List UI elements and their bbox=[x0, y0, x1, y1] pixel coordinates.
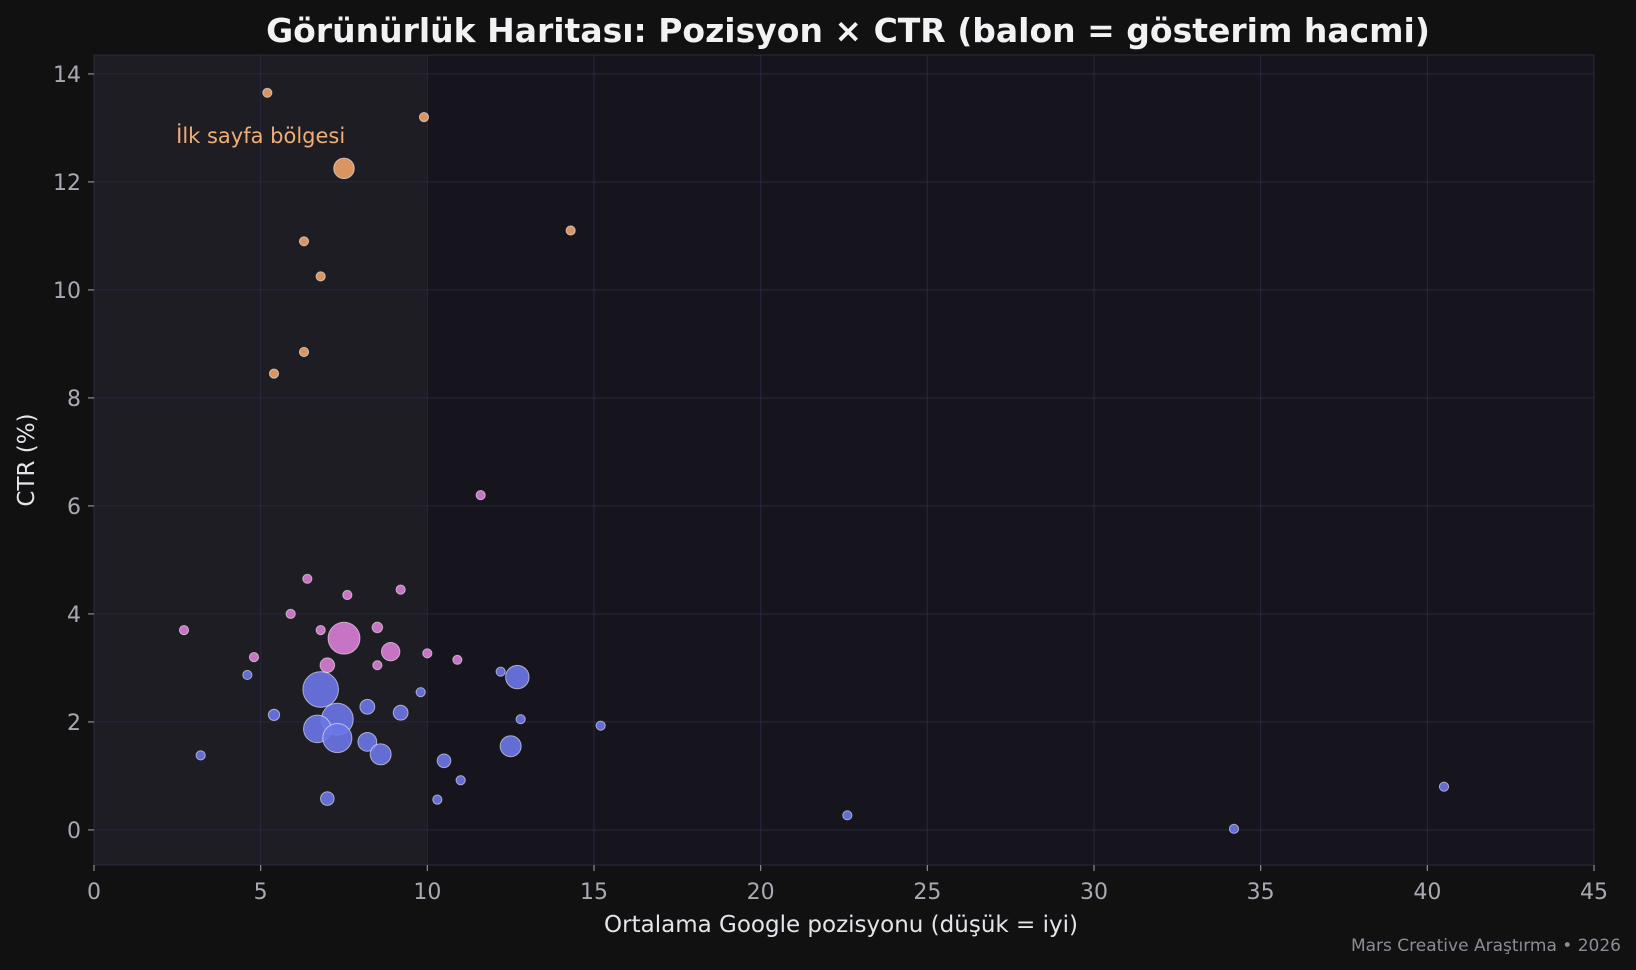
data-point-pink bbox=[452, 654, 463, 665]
data-point-blue bbox=[369, 743, 392, 766]
data-point-blue bbox=[322, 723, 353, 754]
y-tick-label: 0 bbox=[67, 819, 81, 844]
x-tick-label: 35 bbox=[1247, 880, 1275, 905]
y-tick-label: 6 bbox=[67, 495, 81, 520]
data-point-blue bbox=[515, 714, 526, 725]
data-point-pink bbox=[342, 589, 353, 601]
y-axis-ticks: 0 2 4 6 8 10 12 14 bbox=[53, 63, 94, 844]
x-axis-label: Ortalama Google pozisyonu (düşük = iyi) bbox=[604, 912, 1078, 938]
x-tick-label: 40 bbox=[1413, 880, 1441, 905]
data-point-pink bbox=[422, 648, 433, 659]
data-point-orange bbox=[298, 236, 310, 247]
data-point-blue bbox=[842, 810, 853, 821]
data-point-blue bbox=[495, 666, 506, 677]
data-point-pink bbox=[178, 625, 190, 636]
data-point-pink bbox=[371, 621, 384, 634]
data-point-blue bbox=[436, 753, 452, 769]
data-point-blue bbox=[595, 720, 606, 731]
data-point-blue bbox=[455, 775, 466, 786]
credit-note: Mars Creative Araştırma • 2026 bbox=[1351, 936, 1621, 956]
data-point-orange bbox=[262, 87, 273, 98]
y-tick-label: 10 bbox=[53, 279, 81, 304]
data-point-blue bbox=[1228, 823, 1240, 834]
data-point-blue bbox=[359, 698, 376, 715]
data-point-pink bbox=[327, 621, 361, 655]
region-annotation: İlk sayfa bölgesi bbox=[176, 123, 345, 148]
y-tick-label: 8 bbox=[67, 387, 81, 412]
data-point-blue bbox=[357, 731, 378, 752]
y-axis-label: CTR (%) bbox=[14, 413, 40, 506]
data-point-pink bbox=[395, 584, 406, 595]
data-point-pink bbox=[372, 660, 383, 671]
data-point-blue bbox=[392, 704, 409, 721]
x-tick-label: 10 bbox=[413, 880, 441, 905]
data-point-pink bbox=[380, 642, 401, 662]
data-point-orange bbox=[418, 112, 430, 123]
data-point-pink bbox=[315, 625, 326, 636]
data-point-orange bbox=[298, 346, 310, 358]
plot-frame bbox=[93, 54, 1595, 866]
data-point-orange bbox=[268, 368, 280, 379]
x-tick-label: 15 bbox=[580, 880, 608, 905]
data-point-pink bbox=[302, 573, 313, 584]
data-point-blue bbox=[432, 794, 443, 805]
y-tick-label: 4 bbox=[67, 603, 81, 628]
data-point-pink bbox=[285, 608, 296, 620]
chart-title: Görünürlük Haritası: Pozisyon × CTR (bal… bbox=[266, 11, 1430, 50]
data-point-blue bbox=[195, 750, 206, 761]
x-tick-label: 0 bbox=[87, 880, 101, 905]
data-point-pink bbox=[319, 657, 336, 673]
data-point-orange bbox=[333, 157, 355, 180]
y-tick-label: 2 bbox=[67, 711, 81, 736]
data-point-blue bbox=[499, 735, 522, 758]
x-tick-label: 20 bbox=[747, 880, 775, 905]
data-point-orange bbox=[565, 225, 576, 236]
x-axis-ticks: 0 5 10 15 20 25 30 35 40 45 bbox=[87, 865, 1608, 905]
data-point-blue bbox=[320, 791, 335, 806]
data-point-orange bbox=[315, 271, 326, 282]
data-point-pink bbox=[475, 490, 486, 501]
data-point-pink bbox=[248, 652, 260, 663]
x-tick-label: 25 bbox=[913, 880, 941, 905]
data-point-blue bbox=[242, 669, 253, 681]
data-point-blue bbox=[415, 687, 426, 698]
data-points bbox=[178, 87, 1450, 834]
grid-lines bbox=[93, 55, 1595, 865]
data-point-blue bbox=[267, 708, 281, 722]
y-tick-label: 12 bbox=[53, 171, 81, 196]
y-tick-label: 14 bbox=[53, 63, 81, 88]
x-tick-label: 5 bbox=[254, 880, 268, 905]
x-tick-label: 30 bbox=[1080, 880, 1108, 905]
data-point-blue bbox=[1438, 781, 1450, 792]
data-point-blue bbox=[302, 671, 339, 708]
x-tick-label: 45 bbox=[1580, 880, 1608, 905]
data-point-blue bbox=[505, 664, 530, 690]
